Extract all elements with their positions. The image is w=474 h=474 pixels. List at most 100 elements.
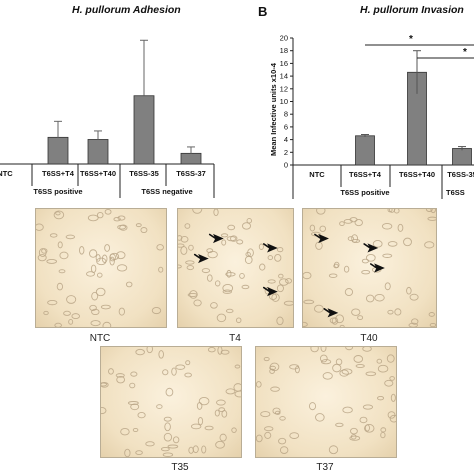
cell-outline	[109, 253, 116, 262]
cell-outline	[365, 253, 376, 262]
arrow-marker	[314, 233, 329, 244]
cell-outline	[225, 388, 236, 395]
cell-outline	[365, 294, 375, 303]
micrograph-texture	[178, 209, 293, 326]
cell-outline	[269, 365, 276, 371]
cell-outline	[158, 266, 164, 273]
cell-outline	[258, 243, 264, 250]
cell-outline	[345, 347, 354, 351]
micrograph-texture	[101, 347, 241, 457]
cell-outline	[236, 317, 242, 324]
cell-outline	[259, 263, 266, 271]
cell-outline	[339, 369, 349, 377]
cell-outline	[276, 316, 284, 326]
cell-outline	[267, 279, 276, 284]
micrograph-texture	[36, 209, 164, 327]
cell-outline	[101, 254, 108, 263]
cell-outline	[188, 244, 194, 251]
cell-outline	[408, 322, 418, 327]
cell-outline	[361, 258, 369, 264]
cell-outline	[165, 387, 174, 397]
cell-outline	[220, 233, 229, 238]
cell-outline	[87, 214, 99, 222]
cell-outline	[289, 432, 300, 439]
cell-outline	[127, 401, 139, 406]
cell-outline	[201, 445, 207, 454]
cell-outline	[125, 281, 133, 288]
cell-outline	[151, 306, 162, 315]
cell-outline	[71, 313, 80, 320]
adhesion-bar	[87, 139, 109, 165]
cell-outline	[359, 416, 368, 424]
cell-outline	[190, 423, 202, 430]
cell-outline	[96, 272, 103, 278]
cell-outline	[303, 299, 315, 305]
cell-outline	[225, 308, 234, 314]
cell-outline	[256, 434, 263, 443]
cell-outline	[43, 310, 49, 316]
cell-outline	[351, 308, 361, 316]
adhesion-bar	[180, 152, 202, 165]
cell-outline	[178, 243, 185, 248]
cell-outline	[146, 347, 153, 354]
cell-outline	[102, 321, 112, 327]
cell-outline	[239, 272, 245, 279]
cell-outline	[196, 402, 203, 410]
cell-outline	[332, 363, 342, 373]
cell-outline	[101, 382, 108, 387]
caption-t37: T37	[316, 462, 334, 473]
cell-outline	[172, 436, 180, 444]
cell-outline	[117, 215, 126, 221]
arrow-marker	[370, 263, 385, 273]
cell-outline	[91, 291, 99, 301]
cell-outline	[233, 383, 241, 392]
cell-outline	[101, 382, 109, 388]
adhesion-tick-label: T6SS-35	[129, 169, 159, 178]
cell-outline	[264, 426, 274, 432]
micrograph-texture	[303, 209, 436, 327]
cell-outline	[377, 396, 385, 401]
micrograph-t4	[177, 208, 294, 328]
cell-outline	[68, 319, 74, 325]
cell-outline	[90, 320, 101, 327]
cell-outline	[55, 211, 61, 216]
cell-outline	[109, 256, 115, 266]
cell-outline	[278, 273, 284, 279]
cell-outline	[390, 393, 396, 402]
cell-outline	[283, 300, 293, 306]
cell-outline	[276, 247, 284, 253]
cell-outline	[387, 241, 398, 247]
cell-outline	[226, 269, 232, 278]
cell-outline	[213, 209, 219, 217]
cell-outline	[274, 253, 282, 262]
cell-outline	[135, 450, 143, 456]
cell-outline	[59, 251, 69, 260]
cell-outline	[156, 404, 163, 409]
cell-outline	[289, 364, 300, 370]
cell-outline	[427, 216, 436, 221]
cell-outline	[207, 250, 218, 259]
arrow-marker	[262, 243, 278, 253]
cell-outline	[129, 382, 136, 389]
adhesion-tick-label: T6SS-37	[176, 169, 206, 178]
cell-outline	[54, 322, 62, 327]
cell-outline	[430, 209, 436, 214]
cell-outline	[215, 440, 225, 449]
cell-outline	[429, 322, 436, 327]
cell-outline	[192, 209, 203, 214]
cell-outline	[175, 364, 186, 370]
adhesion-tick-label: NTC	[0, 169, 13, 178]
cell-outline	[267, 255, 274, 261]
cell-outline	[86, 271, 95, 277]
cell-outline	[333, 263, 339, 269]
cell-outline	[201, 268, 211, 274]
cell-outline	[246, 218, 252, 224]
cell-outline	[361, 270, 371, 275]
cell-outline	[343, 218, 353, 224]
cell-outline	[387, 309, 394, 315]
cell-outline	[53, 210, 65, 220]
cell-outline	[189, 290, 198, 299]
cell-outline	[104, 244, 111, 252]
cell-outline	[328, 445, 339, 455]
